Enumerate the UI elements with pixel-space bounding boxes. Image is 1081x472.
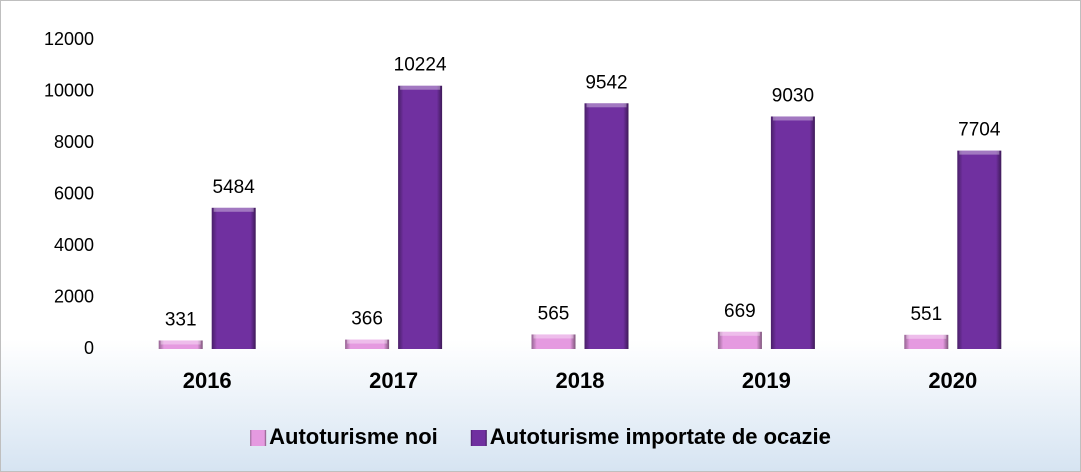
bar bbox=[904, 334, 949, 349]
y-tick-label: 4000 bbox=[54, 235, 94, 255]
x-tick-label: 2020 bbox=[928, 368, 977, 393]
legend-marker bbox=[250, 430, 267, 446]
y-tick-label: 0 bbox=[84, 338, 94, 358]
value-label: 9030 bbox=[772, 85, 814, 106]
bar-bevel bbox=[400, 85, 441, 90]
bar bbox=[398, 85, 443, 350]
bar bbox=[531, 334, 576, 349]
value-label: 565 bbox=[538, 303, 570, 324]
bar bbox=[345, 339, 390, 349]
x-tick-label: 2018 bbox=[556, 368, 605, 393]
value-label: 10224 bbox=[394, 55, 447, 76]
value-label: 7704 bbox=[958, 120, 1001, 141]
bar-bevel bbox=[586, 103, 627, 108]
value-label: 669 bbox=[724, 301, 756, 322]
value-label: 551 bbox=[910, 304, 942, 325]
bar-bevel bbox=[959, 150, 1000, 155]
bar-bevel bbox=[719, 331, 760, 336]
value-label: 5484 bbox=[213, 177, 256, 198]
bar-bevel bbox=[160, 340, 201, 345]
y-tick-label: 8000 bbox=[54, 132, 94, 152]
x-tick-label: 2017 bbox=[369, 368, 418, 393]
y-tick-label: 12000 bbox=[44, 29, 94, 49]
x-tick-label: 2019 bbox=[742, 368, 791, 393]
bar bbox=[584, 103, 629, 349]
value-label: 366 bbox=[351, 309, 383, 330]
y-tick-label: 10000 bbox=[44, 80, 94, 100]
bar bbox=[957, 150, 1002, 349]
value-label: 9542 bbox=[585, 72, 627, 93]
bar-bevel bbox=[906, 334, 947, 339]
legend-label: Autoturisme importate de ocazie bbox=[490, 424, 831, 449]
bar bbox=[158, 340, 203, 349]
bar-bevel bbox=[772, 116, 813, 121]
y-tick-label: 2000 bbox=[54, 286, 94, 306]
legend-marker bbox=[470, 430, 487, 446]
bar-bevel bbox=[533, 334, 574, 339]
bar bbox=[717, 331, 762, 349]
bar bbox=[770, 116, 815, 349]
value-label: 331 bbox=[165, 309, 197, 330]
bar bbox=[211, 207, 256, 349]
legend: Autoturisme noi Autoturisme importate de … bbox=[250, 424, 831, 449]
y-tick-label: 6000 bbox=[54, 183, 94, 203]
bar-bevel bbox=[213, 207, 254, 212]
bar-bevel bbox=[347, 339, 388, 344]
x-tick-label: 2016 bbox=[183, 368, 232, 393]
legend-label: Autoturisme noi bbox=[269, 424, 438, 449]
